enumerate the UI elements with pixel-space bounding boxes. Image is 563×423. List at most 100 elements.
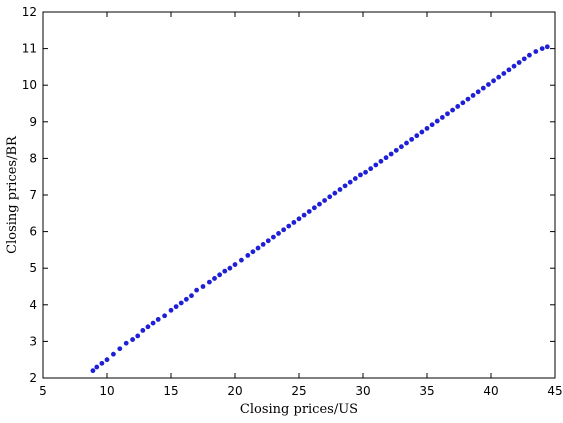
data-point: [111, 351, 116, 357]
data-point: [200, 284, 206, 289]
data-point: [271, 234, 276, 240]
data-point: [311, 205, 317, 211]
data-point: [455, 104, 461, 109]
data-point: [445, 111, 450, 117]
x-tick-label: 15: [163, 384, 178, 398]
data-point: [342, 183, 348, 189]
data-point: [245, 252, 251, 258]
y-tick-label: 7: [29, 188, 37, 202]
data-point: [130, 337, 136, 342]
data-point: [317, 201, 322, 207]
data-point: [255, 245, 261, 251]
data-point: [388, 151, 394, 157]
data-point: [332, 190, 338, 196]
data-point: [173, 304, 179, 310]
data-point: [212, 276, 217, 281]
data-point: [232, 262, 238, 267]
x-tick-label: 30: [355, 384, 370, 398]
data-point: [162, 313, 168, 319]
data-point: [250, 249, 256, 255]
data-point: [399, 144, 404, 150]
data-point: [140, 328, 146, 333]
data-point: [378, 158, 384, 164]
data-point: [439, 115, 445, 120]
y-axis-label: Closing prices/BR: [5, 135, 20, 254]
data-point: [516, 60, 522, 65]
data-point: [296, 216, 302, 222]
data-point: [327, 194, 333, 200]
data-point: [480, 85, 486, 91]
data-point: [501, 71, 507, 76]
x-tick-label: 10: [99, 384, 114, 398]
data-point: [217, 272, 223, 278]
data-point: [352, 176, 358, 181]
data-point: [475, 89, 481, 95]
data-point: [460, 100, 466, 106]
data-point: [239, 257, 244, 263]
data-point: [533, 49, 539, 54]
data-point: [486, 82, 491, 87]
data-point: [363, 169, 368, 175]
data-point: [117, 346, 123, 352]
data-point: [393, 147, 399, 153]
data-point: [194, 287, 200, 293]
data-point: [373, 162, 379, 168]
data-point: [276, 231, 281, 236]
data-point: [419, 129, 425, 135]
y-tick-label: 4: [29, 298, 37, 312]
y-tick-label: 10: [22, 78, 37, 92]
data-point: [207, 279, 212, 285]
data-point: [368, 166, 374, 172]
x-tick-label: 5: [39, 384, 47, 398]
data-point: [155, 317, 161, 322]
data-point: [539, 46, 545, 51]
data-point: [491, 78, 496, 84]
x-tick-label: 45: [547, 384, 562, 398]
data-point: [496, 74, 502, 80]
y-tick-label: 2: [29, 371, 37, 385]
data-point: [291, 220, 297, 225]
data-point: [123, 340, 129, 346]
x-tick-label: 35: [419, 384, 434, 398]
x-tick-label: 25: [291, 384, 306, 398]
data-point: [470, 93, 476, 98]
data-point: [150, 320, 156, 326]
data-point: [358, 172, 363, 178]
data-point: [404, 140, 409, 146]
data-point: [222, 268, 228, 274]
data-point: [347, 179, 353, 185]
y-tick-label: 11: [22, 42, 37, 56]
data-point: [429, 122, 435, 128]
data-point: [527, 52, 532, 58]
data-point: [306, 209, 312, 214]
x-axis-label: Closing prices/US: [240, 402, 358, 417]
data-point: [322, 198, 327, 203]
data-point: [90, 368, 96, 374]
data-point: [383, 155, 389, 161]
data-point: [135, 333, 141, 339]
x-tick-label: 20: [227, 384, 242, 398]
data-point: [301, 212, 307, 218]
y-tick-label: 8: [29, 151, 37, 165]
data-point: [99, 360, 105, 366]
y-tick-label: 3: [29, 334, 37, 348]
data-point: [178, 300, 184, 306]
y-tick-label: 9: [29, 115, 37, 129]
data-point: [409, 136, 415, 142]
data-point: [424, 125, 430, 131]
plot-area-frame: [42, 11, 556, 379]
data-point: [286, 223, 292, 229]
data-point: [145, 324, 151, 330]
data-point: [465, 96, 471, 102]
x-tick-label: 40: [483, 384, 498, 398]
data-point: [281, 227, 287, 233]
axis-ticks: [42, 11, 556, 379]
data-point: [450, 107, 455, 113]
data-point: [260, 242, 266, 247]
data-point: [227, 265, 233, 271]
data-point: [544, 44, 550, 50]
data-point: [434, 118, 440, 124]
data-point: [414, 133, 420, 139]
data-point: [189, 293, 194, 299]
y-tick-label: 6: [29, 225, 37, 239]
